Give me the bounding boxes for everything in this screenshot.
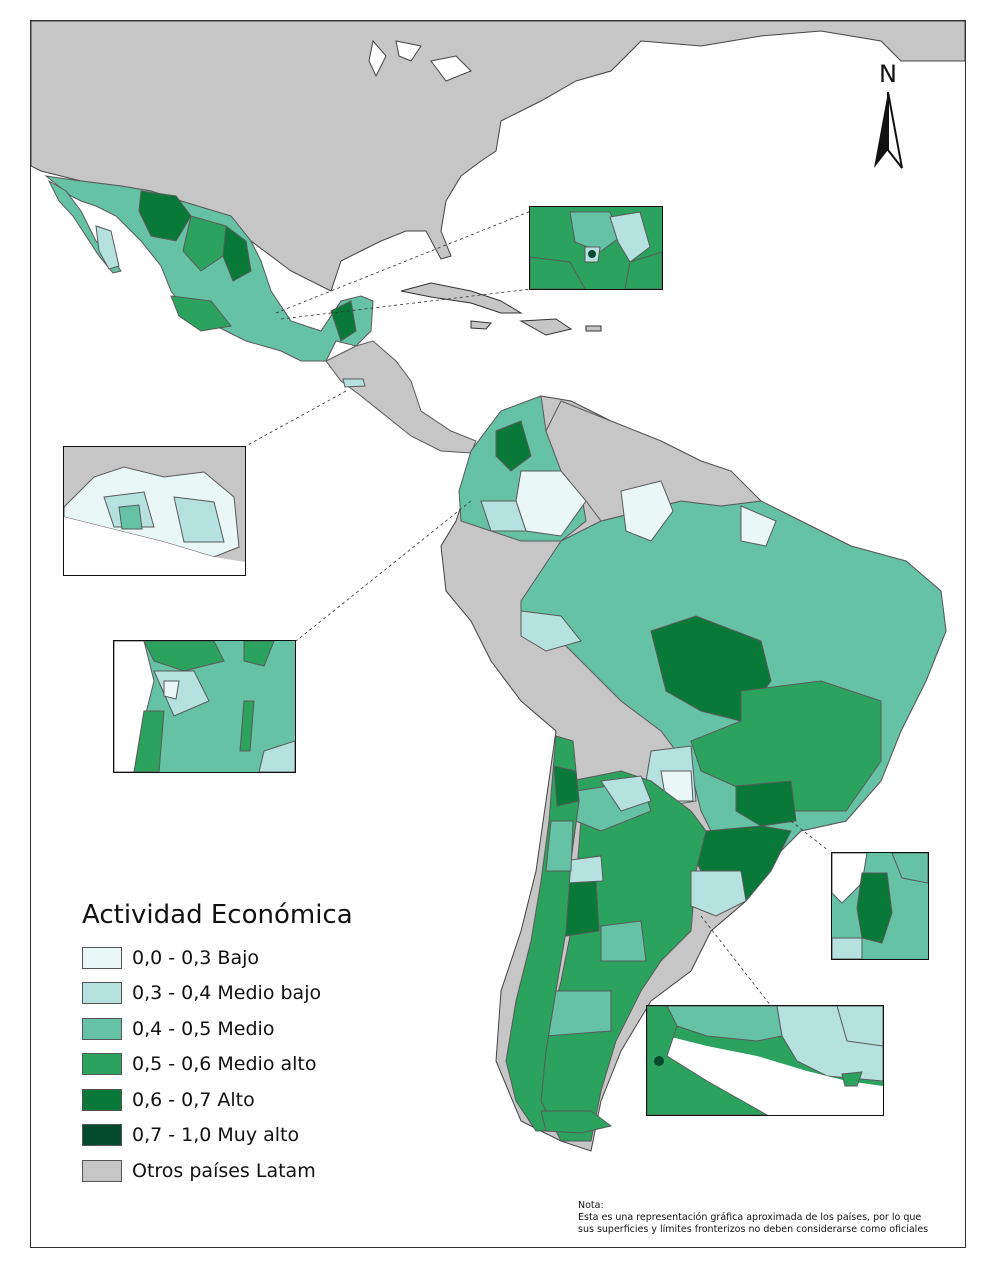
mexico-region-alto-3 bbox=[330, 300, 357, 342]
legend-label: 0,5 - 0,6 Medio alto bbox=[132, 1053, 317, 1076]
jamaica bbox=[470, 320, 492, 330]
note-text: Esta es una representación gráfica aprox… bbox=[578, 1212, 929, 1235]
colombia-region-medio-bajo bbox=[480, 500, 527, 532]
venezuela-region-bajo bbox=[620, 480, 674, 542]
chile-region-medio bbox=[545, 820, 574, 872]
cuba bbox=[400, 282, 523, 314]
inset-southern-brazil bbox=[831, 852, 929, 960]
hispaniola bbox=[519, 318, 573, 336]
inset-el-salvador bbox=[63, 446, 246, 576]
brazil-region-medio-bajo bbox=[520, 610, 582, 652]
chile-region-alto bbox=[553, 765, 580, 807]
map-note: Nota: Esta es una representación gráfica… bbox=[578, 1200, 938, 1236]
map-canvas bbox=[31, 21, 965, 1152]
legend-item-muy-alto: 0,7 - 1,0 Muy alto bbox=[82, 1118, 402, 1154]
note-heading: Nota: bbox=[578, 1200, 604, 1211]
legend-title: Actividad Económica bbox=[82, 900, 353, 930]
legend-label: Otros países Latam bbox=[132, 1159, 316, 1182]
inset-leader-3 bbox=[295, 500, 472, 642]
legend-swatch bbox=[82, 946, 122, 969]
inset-central-mexico bbox=[529, 206, 663, 290]
legend-item-medio: 0,4 - 0,5 Medio bbox=[82, 1011, 402, 1047]
inset-colombia bbox=[113, 640, 296, 773]
map-frame bbox=[30, 20, 966, 1248]
argentina-region-medio-bajo bbox=[600, 775, 652, 812]
north-label: N bbox=[879, 60, 897, 88]
legend-item-bajo: 0,0 - 0,3 Bajo bbox=[82, 940, 402, 976]
inset-leader-2 bbox=[245, 390, 347, 447]
great-lakes bbox=[368, 39, 472, 82]
legend-item-medio-bajo: 0,3 - 0,4 Medio bajo bbox=[82, 976, 402, 1012]
legend-swatch bbox=[82, 982, 122, 1005]
legend-label: 0,6 - 0,7 Alto bbox=[132, 1088, 255, 1111]
inset-leader-4 bbox=[790, 820, 830, 852]
mexico-region-medio-alto-2 bbox=[170, 295, 232, 332]
legend-label: 0,0 - 0,3 Bajo bbox=[132, 946, 259, 969]
legend-swatch bbox=[82, 1124, 122, 1147]
north-arrow: N bbox=[858, 60, 918, 170]
legend-label: 0,7 - 1,0 Muy alto bbox=[132, 1124, 300, 1147]
inset-rio-de-la-plata bbox=[646, 1005, 884, 1116]
legend-item-medio-alto: 0,5 - 0,6 Medio alto bbox=[82, 1047, 402, 1083]
inset-leader-1a bbox=[275, 210, 532, 314]
argentina-region-medio-3 bbox=[545, 990, 612, 1037]
puerto-rico bbox=[585, 325, 602, 332]
legend-swatch bbox=[82, 1088, 122, 1111]
mexico-region-medio-alto bbox=[182, 215, 227, 272]
mexico-region-alto-1 bbox=[138, 190, 192, 242]
uruguay bbox=[690, 870, 747, 917]
legend-label: 0,3 - 0,4 Medio bajo bbox=[132, 982, 322, 1005]
legend-item-otros: Otros países Latam bbox=[82, 1153, 402, 1189]
central-america bbox=[325, 340, 477, 454]
tierra-del-fuego bbox=[540, 1110, 613, 1134]
inset-leader-5 bbox=[700, 915, 772, 1007]
legend-swatch bbox=[82, 1017, 122, 1040]
north-arrow-icon bbox=[874, 91, 903, 169]
legend: Actividad Económica 0,0 - 0,3 Bajo 0,3 -… bbox=[82, 900, 402, 1189]
brazil-region-alto-sp bbox=[735, 780, 797, 827]
legend-item-alto: 0,6 - 0,7 Alto bbox=[82, 1082, 402, 1118]
brazil-region-bajo-north bbox=[740, 505, 777, 547]
legend-swatch bbox=[82, 1159, 122, 1182]
colombia-region-alto bbox=[495, 420, 532, 472]
legend-label: 0,4 - 0,5 Medio bbox=[132, 1017, 275, 1040]
argentina-region-medio-2 bbox=[600, 920, 647, 962]
el-salvador-marker bbox=[342, 378, 366, 388]
legend-swatch bbox=[82, 1053, 122, 1076]
venezuela-guianas bbox=[545, 400, 763, 522]
mexico-region-bajo bbox=[95, 225, 120, 270]
